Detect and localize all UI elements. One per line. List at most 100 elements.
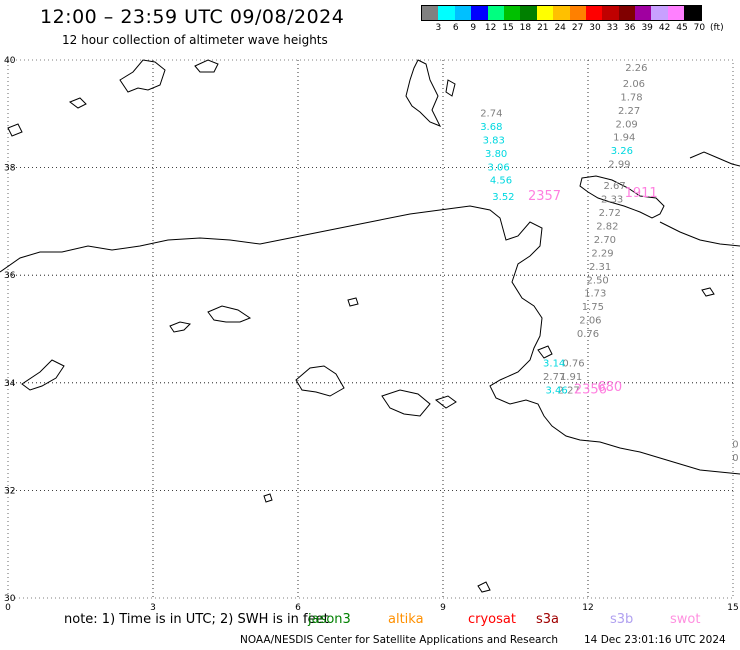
wave-height-label: 0	[732, 453, 738, 464]
wave-height-label: 1911	[625, 186, 658, 201]
wave-height-label: 680	[597, 380, 622, 395]
coast-sardinia-islet	[445, 79, 456, 97]
legend-label: 15	[502, 23, 514, 33]
coast-islet-lampedusa	[477, 581, 491, 593]
wave-height-label: 1.75	[582, 302, 604, 313]
legend-swatch	[487, 6, 504, 20]
footer-credit: NOAA/NESDIS Center for Satellite Applica…	[240, 634, 726, 646]
lon-tick-label: 15	[727, 603, 738, 613]
wave-height-label: 2.74	[480, 108, 502, 119]
wave-height-label: 2.67	[603, 181, 625, 192]
wave-height-label: 3.14	[543, 359, 565, 370]
legend-label: 70	[693, 23, 706, 33]
legend-swatch	[520, 6, 537, 20]
lat-tick-label: 30	[4, 594, 16, 604]
wave-height-label: 3.80	[485, 149, 507, 160]
coast-islet-small-3	[7, 123, 23, 137]
coast-sicily	[579, 175, 665, 219]
legend-swatch	[569, 6, 586, 20]
lat-tick-label: 40	[4, 56, 16, 66]
legend-swatch	[618, 6, 636, 20]
coast-mallorca	[119, 59, 166, 93]
wave-height-label: 3.52	[492, 192, 514, 203]
legend-swatch	[536, 6, 554, 20]
coast-islet-west	[169, 321, 192, 333]
legend-swatch	[602, 6, 619, 20]
lat-tick-label: 34	[4, 379, 16, 389]
wave-height-label: 2.06	[579, 316, 601, 327]
legend-swatch	[454, 6, 472, 20]
legend-swatch	[684, 6, 701, 20]
coast-menorca	[194, 59, 219, 73]
legend-label: 6	[452, 23, 459, 33]
wave-height-label: 2.26	[625, 63, 647, 74]
wave-height-label: 0	[732, 439, 738, 450]
wave-height-label: 2.27	[618, 106, 640, 117]
wave-height-label: 2.29	[591, 248, 613, 259]
satellite-s3b: s3b	[610, 612, 634, 627]
credit-text: NOAA/NESDIS Center for Satellite Applica…	[240, 634, 558, 646]
wave-height-label: 3.26	[611, 146, 633, 157]
lon-tick-label: 0	[5, 603, 11, 613]
satellite-s3a: s3a	[536, 612, 560, 627]
lon-tick-label: 12	[582, 603, 593, 613]
wave-height-labels: 2.26 2.06 1.78 2.27 2.09 1.94 3.26 2.99 2.67 2.33…	[480, 63, 738, 464]
wave-height-label: 2.72	[599, 208, 621, 219]
coast-ibiza	[68, 97, 87, 109]
legend-swatch	[422, 6, 439, 20]
satellite-jason3: jason3	[308, 612, 351, 627]
wave-height-label: 2356	[574, 383, 607, 398]
coast-djerba-region	[295, 365, 345, 397]
coastline	[0, 59, 740, 593]
wave-height-label: 2.82	[596, 221, 618, 232]
page-subtitle: 12 hour collection of altimeter wave hei…	[62, 33, 328, 47]
coast-islet-far-west	[21, 359, 65, 391]
legend-label: 9	[470, 23, 477, 33]
coast-islet-kerkennah	[537, 345, 553, 359]
satellite-altika: altika	[388, 612, 424, 627]
coast-italy-south	[659, 221, 740, 247]
legend-swatch	[471, 6, 488, 20]
legend-swatch	[438, 6, 455, 20]
legend-swatch	[553, 6, 570, 20]
wave-height-label: 2.50	[587, 275, 609, 286]
wave-height-label: 2357	[528, 189, 561, 204]
legend-label: 18	[519, 23, 532, 33]
coast-sardinia	[405, 59, 442, 127]
legend-color-bar	[421, 5, 702, 21]
color-legend: 3 6 9 12 15 18 21 24 27 30 33 36 39 42 45 70 (ft)	[421, 5, 724, 35]
wave-height-label: 1.91	[560, 372, 582, 383]
coast-djerba	[381, 389, 431, 417]
legend-label: 30	[589, 23, 601, 33]
wave-height-label: 3.46	[545, 386, 567, 397]
lat-tick-label: 32	[4, 486, 15, 496]
coast-north-africa	[0, 205, 740, 475]
legend-swatch	[651, 6, 668, 20]
lat-tick-label: 38	[4, 164, 16, 174]
legend-swatch	[585, 6, 603, 20]
wave-height-label: 3.68	[480, 122, 502, 133]
wave-height-label: 2.27	[558, 386, 580, 397]
wave-height-label: 4.56	[490, 176, 512, 187]
wave-height-label: 0.76	[562, 359, 584, 370]
legend-label: 21	[537, 23, 549, 33]
legend-swatch	[503, 6, 521, 20]
legend-label: 36	[624, 23, 636, 33]
legend-label: 45	[676, 23, 688, 33]
wave-height-label: 1.73	[584, 289, 606, 300]
wave-height-label: 1.94	[613, 133, 635, 144]
wave-height-label: 1.78	[620, 92, 642, 103]
wave-height-label: 3.83	[483, 135, 505, 146]
wave-height-label: 3.06	[487, 162, 509, 173]
satellite-swot: swot	[670, 612, 701, 627]
coast-islet-small	[263, 493, 273, 503]
legend-swatch	[667, 6, 685, 20]
legend-labels: 3 6 9 12 15 18 21 24 27 30 33 36 39 42 45 70 (ft)	[421, 21, 724, 35]
map-frame	[7, 59, 734, 599]
wave-height-label: 2.06	[623, 79, 645, 90]
wave-height-label: 2.31	[589, 262, 611, 273]
wave-height-label: 2.99	[608, 160, 630, 171]
legend-label: 27	[571, 23, 584, 33]
